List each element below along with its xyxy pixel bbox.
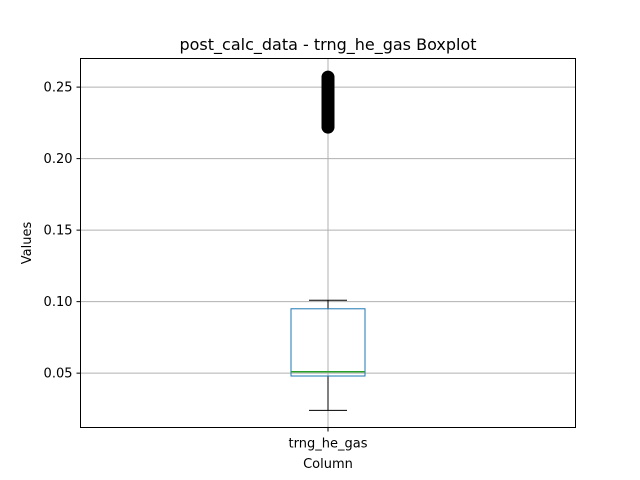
axes: 0.05 0.10 0.15 0.20 0.25 trng_he_gas — [44, 81, 368, 452]
y-axis-label: Values — [20, 222, 35, 265]
y-tick-label: 0.25 — [44, 81, 73, 96]
iqr-box — [290, 308, 366, 377]
y-tick-label: 0.05 — [44, 367, 73, 382]
x-tick-label: trng_he_gas — [289, 437, 368, 452]
chart-title: post_calc_data - trng_he_gas Boxplot — [179, 35, 476, 55]
plot-area — [290, 70, 366, 411]
x-axis-label: Column — [303, 457, 353, 472]
y-tick-label: 0.15 — [44, 224, 73, 239]
y-tick-label: 0.10 — [44, 295, 73, 310]
outlier-point — [321, 70, 335, 84]
y-tick-label: 0.20 — [44, 152, 73, 167]
